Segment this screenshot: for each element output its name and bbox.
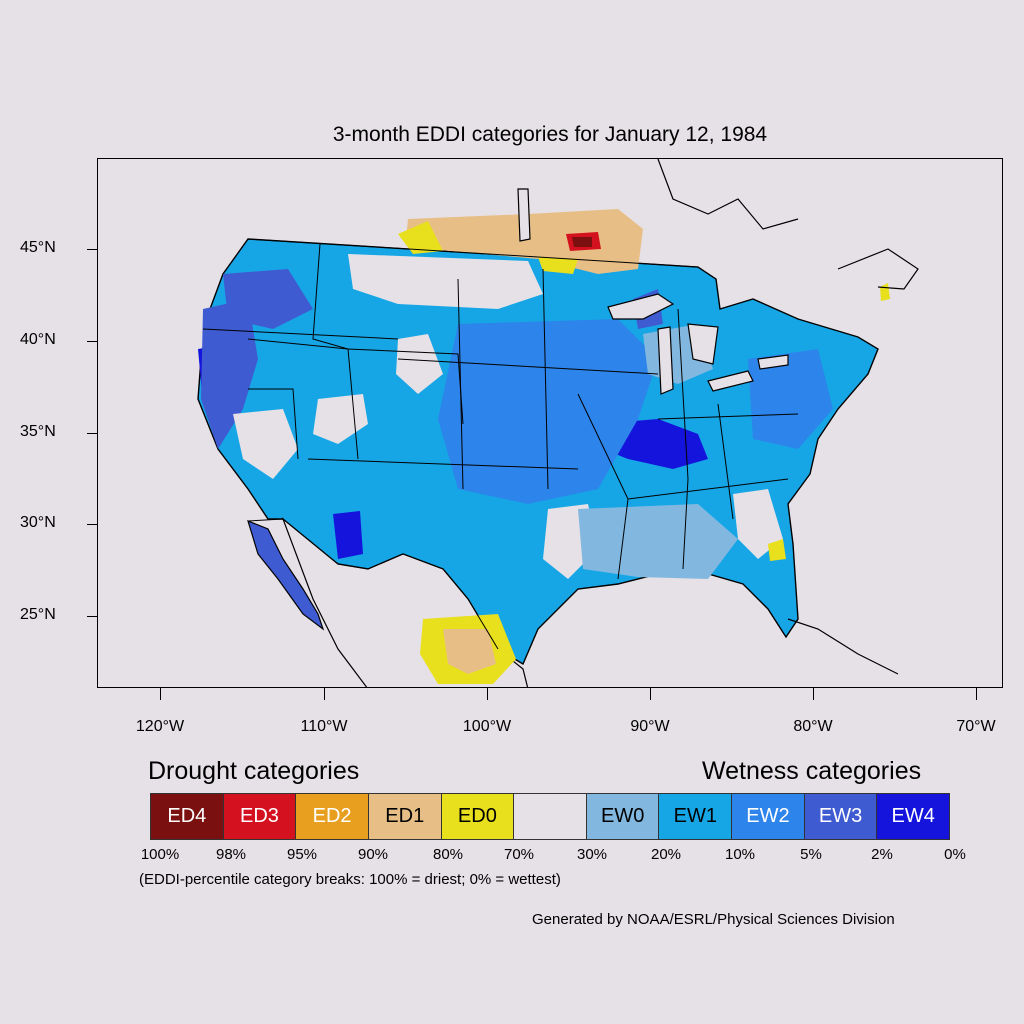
us-mexico-border [247,518,499,650]
state-line-g [397,358,659,375]
percent-label-30: 30% [576,846,608,863]
neutral-southwest [233,409,298,479]
eddi-category-fields [198,209,890,684]
legend-box-ed0: ED0 [441,794,515,839]
map-title: 3-month EDDI categories for January 12, … [332,123,768,146]
state-line-l [717,403,734,520]
lon-tick-90 [650,688,651,700]
lon-label-90: 90°W [630,718,670,735]
percent-label-90: 90% [357,846,389,863]
florida-cuba-coast [787,618,899,675]
legend-box-ew2: EW2 [732,794,805,839]
neutral-rockies-2 [396,334,443,394]
lon-label-70: 70°W [956,718,996,735]
lake-superior [607,293,675,320]
lon-tick-120 [160,688,161,700]
legend-box-ew0: EW0 [586,794,660,839]
percent-label-100: 100% [140,846,180,863]
percent-label-95: 95% [286,846,318,863]
neutral-north-plains [348,254,543,309]
ew3-northwest [223,269,313,329]
lon-label-80: 80°W [793,718,833,735]
percent-label-98: 98% [215,846,247,863]
percent-label-20: 20% [650,846,682,863]
lon-tick-70 [976,688,977,700]
state-line-k [677,308,689,570]
ew3-west-coast [201,299,258,449]
lon-label-120: 120°W [135,718,185,735]
lat-tick-25 [87,616,97,617]
percent-label-5: 5% [800,846,822,863]
neutral-georgia [733,489,783,559]
legend-box-ed3: ED3 [223,794,297,839]
legend-footnote: (EDDI-percentile category breaks: 100% =… [139,871,561,888]
state-line-d [457,278,464,490]
lon-label-110: 110°W [300,718,348,735]
drought-categories-heading: Drought categories [148,757,360,785]
state-line-n [202,328,399,340]
map-panel [97,158,1003,688]
ew2-eastern [748,349,833,449]
percent-label-10: 10% [724,846,756,863]
ew0-southeast [578,504,738,579]
lake-erie [707,370,754,392]
legend-box-ed4: ED4 [151,794,224,839]
legend-box-ew1: EW1 [659,794,733,839]
lat-tick-35 [87,433,97,434]
legend-box-ew3: EW3 [804,794,878,839]
state-line-f [307,458,579,470]
lat-label-35: 35°N [20,423,56,440]
lat-label-30: 30°N [20,514,56,531]
credit-text: Generated by NOAA/ESRL/Physical Sciences… [532,911,895,928]
ed0-canada-edge [398,221,443,254]
legend-box-ed1: ED1 [368,794,442,839]
ed1-canada [406,209,643,274]
great-lakes [517,188,789,395]
hudson-bay-coast [657,159,799,230]
lake-winnipeg [517,188,531,242]
us-canada-border [247,238,699,268]
lon-tick-80 [813,688,814,700]
ed0-ontario [538,257,578,274]
baja-land [247,519,325,631]
percent-label-2: 2% [871,846,893,863]
ed0-east-coast [768,539,786,561]
state-line-i [627,478,789,500]
state-line-e [542,268,549,490]
lat-tick-45 [87,249,97,250]
neutral-rockies-1 [313,394,368,444]
percent-label-0: 0% [944,846,966,863]
legend-box-ed2: ED2 [296,794,369,839]
state-line-a [312,243,359,460]
legend-box-ew4: EW4 [877,794,950,839]
lake-michigan [657,326,674,395]
outer-coastlines [657,159,919,675]
lat-label-25: 25°N [20,606,56,623]
state-line-m [248,388,299,460]
lon-tick-110 [324,688,325,700]
lon-tick-100 [487,688,488,700]
ed0-new-england [880,283,890,301]
ed1-mexico-core [443,629,496,674]
lat-tick-40 [87,341,97,342]
ew4-southwest [333,511,363,559]
lon-label-100: 100°W [462,718,512,735]
maritime-coast [837,248,919,290]
lat-tick-30 [87,524,97,525]
state-line-j [657,413,799,420]
ed4-canada-hotspot [572,237,592,247]
legend-color-bar: ED4 ED3 ED2 ED1 ED0 EW0 EW1 EW2 EW3 EW4 [150,793,950,840]
lat-label-40: 40°N [20,331,56,348]
eddi-map [197,159,919,687]
percent-label-70: 70% [503,846,535,863]
legend-box-neutral [514,794,587,839]
lake-huron [687,323,719,365]
lake-ontario [757,354,789,370]
ew2-great-plains [438,319,658,504]
lat-label-45: 45°N [20,239,56,256]
percent-label-80: 80% [432,846,464,863]
state-line-c [247,338,349,350]
wetness-categories-heading: Wetness categories [702,757,922,785]
political-boundaries [202,238,799,650]
